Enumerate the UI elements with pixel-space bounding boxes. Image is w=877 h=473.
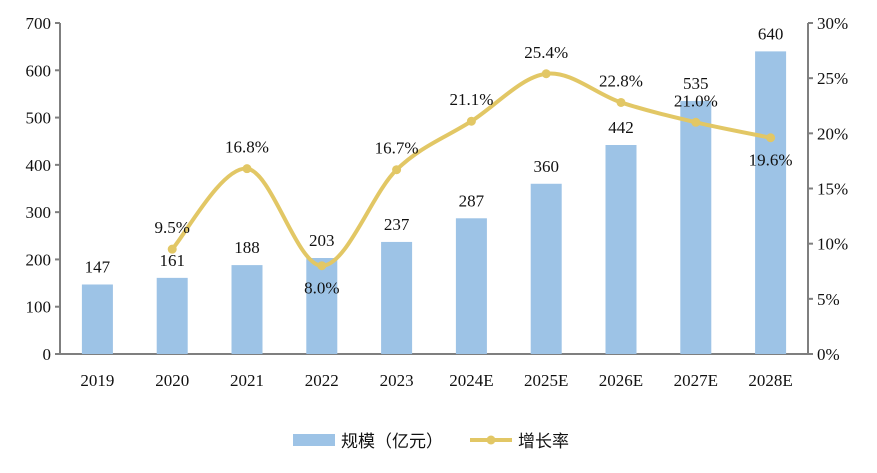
x-tick-label: 2021 (230, 371, 264, 390)
growth-rate-point (541, 69, 551, 79)
bar-value-label: 287 (459, 191, 485, 210)
growth-rate-label: 19.6% (749, 151, 793, 170)
growth-rate-point (317, 261, 327, 271)
growth-rate-label: 16.7% (375, 139, 419, 158)
growth-rate-point (466, 116, 476, 126)
growth-rate-point (691, 117, 701, 127)
bar-value-label: 147 (85, 257, 111, 276)
bar-value-label: 237 (384, 215, 410, 234)
right-tick-label: 0% (817, 345, 840, 364)
x-tick-label: 2027E (674, 371, 718, 390)
right-tick-label: 15% (817, 180, 848, 199)
left-tick-label: 0 (43, 345, 52, 364)
bar (455, 218, 487, 354)
bar-value-label: 640 (758, 24, 784, 43)
left-tick-label: 700 (26, 14, 52, 33)
x-tick-label: 2024E (449, 371, 493, 390)
growth-rate-label: 21.1% (449, 90, 493, 109)
legend-swatch-bar (293, 434, 335, 446)
bar (605, 144, 637, 354)
legend-label-bar: 规模（亿元） (341, 432, 443, 452)
growth-rate-point (392, 165, 402, 175)
left-tick-label: 300 (26, 203, 52, 222)
bar (156, 277, 188, 354)
right-tick-label: 5% (817, 290, 840, 309)
growth-rate-label: 22.8% (599, 71, 643, 90)
growth-rate-point (242, 164, 252, 174)
bar-value-label: 535 (683, 74, 709, 93)
bar (306, 258, 338, 354)
x-tick-label: 2019 (80, 371, 114, 390)
x-tick-label: 2023 (380, 371, 414, 390)
growth-rate-point (167, 244, 177, 254)
left-tick-label: 400 (26, 156, 52, 175)
growth-rate-label: 8.0% (304, 279, 339, 298)
right-tick-label: 25% (817, 69, 848, 88)
x-tick-label: 2026E (599, 371, 643, 390)
growth-rate-label: 16.8% (225, 138, 269, 157)
bar (680, 101, 712, 355)
x-tick-label: 2028E (748, 371, 792, 390)
left-tick-label: 100 (26, 298, 52, 317)
growth-rate-label: 21.0% (674, 91, 718, 110)
right-tick-label: 20% (817, 124, 848, 143)
left-tick-label: 200 (26, 250, 52, 269)
legend: 规模（亿元） 增长率 (293, 432, 569, 452)
bar (381, 241, 413, 354)
growth-rate-point (766, 133, 776, 143)
growth-rate-label: 25.4% (524, 43, 568, 62)
bar-value-label: 360 (533, 157, 559, 176)
bar (231, 265, 263, 354)
bar-value-label: 188 (234, 238, 260, 257)
bar-value-label: 161 (159, 251, 185, 270)
legend-marker-line (486, 435, 496, 445)
left-tick-label: 500 (26, 109, 52, 128)
bar (530, 183, 562, 354)
x-tick-label: 2020 (155, 371, 189, 390)
growth-rate-label: 9.5% (154, 218, 189, 237)
x-tick-label: 2022 (305, 371, 339, 390)
x-tick-label: 2025E (524, 371, 568, 390)
bar-value-label: 442 (608, 118, 634, 137)
legend-label-line: 增长率 (518, 432, 569, 452)
growth-rate-point (616, 97, 626, 107)
bar-value-label: 203 (309, 231, 335, 250)
right-tick-label: 10% (817, 235, 848, 254)
bar (755, 51, 787, 354)
growth-rate-line (170, 71, 772, 268)
bar (81, 284, 113, 354)
right-tick-label: 30% (817, 14, 848, 33)
left-tick-label: 600 (26, 61, 52, 80)
